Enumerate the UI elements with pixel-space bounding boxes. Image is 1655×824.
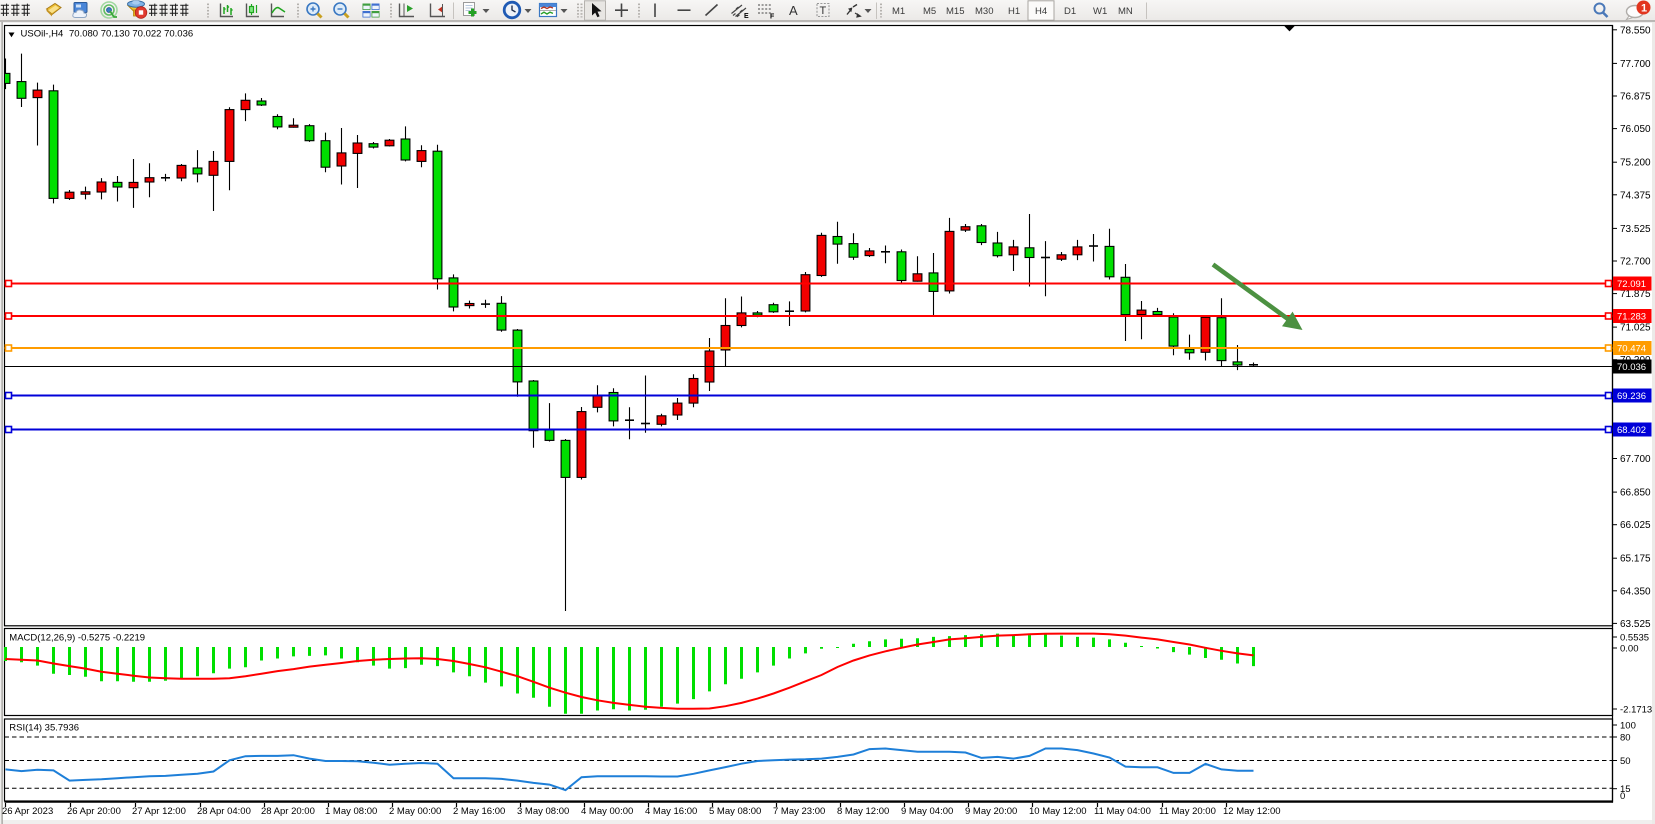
svg-text:78.550: 78.550 (1620, 25, 1651, 36)
svg-text:28 Apr 20:00: 28 Apr 20:00 (261, 806, 315, 817)
svg-text:100: 100 (1620, 721, 1636, 732)
svg-text:0: 0 (1620, 791, 1625, 802)
svg-text:D1: D1 (1064, 6, 1076, 17)
svg-text:65.175: 65.175 (1620, 554, 1651, 565)
svg-text:73.525: 73.525 (1620, 224, 1651, 235)
svg-text:71.025: 71.025 (1620, 323, 1651, 334)
svg-text:69.236: 69.236 (1617, 391, 1646, 402)
svg-text:11 May 04:00: 11 May 04:00 (1094, 806, 1151, 817)
svg-text:75.200: 75.200 (1620, 158, 1651, 169)
svg-text:27 Apr 12:00: 27 Apr 12:00 (132, 806, 186, 817)
svg-text:2 May 16:00: 2 May 16:00 (453, 806, 505, 817)
svg-text:M5: M5 (923, 6, 936, 17)
svg-text:66.850: 66.850 (1620, 488, 1651, 499)
svg-text:F: F (770, 14, 775, 21)
svg-text:0.5535: 0.5535 (1620, 633, 1649, 644)
svg-text:64.350: 64.350 (1620, 586, 1651, 597)
svg-text:80: 80 (1620, 733, 1631, 744)
svg-text:9 May 04:00: 9 May 04:00 (901, 806, 953, 817)
svg-text:70.474: 70.474 (1617, 344, 1646, 355)
svg-text:74.375: 74.375 (1620, 190, 1651, 201)
svg-text:15: 15 (1620, 784, 1631, 795)
svg-text:A: A (789, 3, 798, 18)
svg-text:7 May 23:00: 7 May 23:00 (773, 806, 825, 817)
svg-text:9 May 20:00: 9 May 20:00 (965, 806, 1017, 817)
svg-text:H1: H1 (1008, 6, 1020, 17)
svg-text:4 May 16:00: 4 May 16:00 (645, 806, 697, 817)
svg-text:4 May 00:00: 4 May 00:00 (581, 806, 633, 817)
svg-text:W1: W1 (1093, 6, 1107, 17)
svg-text:MN: MN (1118, 6, 1133, 17)
svg-text:1 May 08:00: 1 May 08:00 (325, 806, 377, 817)
svg-text:63.525: 63.525 (1620, 619, 1651, 630)
svg-text:72.700: 72.700 (1620, 257, 1651, 268)
svg-text:8 May 12:00: 8 May 12:00 (837, 806, 889, 817)
svg-text:66.025: 66.025 (1620, 520, 1651, 531)
svg-text:T: T (820, 5, 827, 17)
svg-text:M15: M15 (946, 6, 964, 17)
svg-text:68.402: 68.402 (1617, 425, 1646, 436)
svg-text:26 Apr 20:00: 26 Apr 20:00 (67, 806, 121, 817)
svg-text:3 May 08:00: 3 May 08:00 (517, 806, 569, 817)
svg-text:10 May 12:00: 10 May 12:00 (1029, 806, 1087, 817)
svg-text:71.283: 71.283 (1617, 312, 1646, 323)
svg-text:50: 50 (1620, 756, 1631, 767)
svg-text:MACD(12,26,9) -0.5275 -0.2219: MACD(12,26,9) -0.5275 -0.2219 (9, 633, 145, 644)
svg-text:77.700: 77.700 (1620, 59, 1651, 70)
svg-text:RSI(14) 35.7936: RSI(14) 35.7936 (9, 723, 79, 734)
svg-text:0.00: 0.00 (1620, 644, 1639, 655)
svg-text:11 May 20:00: 11 May 20:00 (1159, 806, 1216, 817)
svg-text:M1: M1 (892, 6, 905, 17)
svg-text:28 Apr 04:00: 28 Apr 04:00 (197, 806, 251, 817)
svg-text:12 May 12:00: 12 May 12:00 (1223, 806, 1281, 817)
svg-text:70.080 70.130 70.022 70.036: 70.080 70.130 70.022 70.036 (69, 29, 193, 40)
svg-text:67.700: 67.700 (1620, 454, 1651, 465)
svg-text:USOil-,H4: USOil-,H4 (21, 29, 64, 40)
svg-text:71.875: 71.875 (1620, 289, 1651, 300)
svg-text:2 May 00:00: 2 May 00:00 (389, 806, 441, 817)
svg-text:72.091: 72.091 (1617, 279, 1646, 290)
svg-text:E: E (744, 13, 749, 20)
svg-text:76.050: 76.050 (1620, 124, 1651, 135)
svg-text:H4: H4 (1035, 6, 1047, 17)
svg-text:-2.1713: -2.1713 (1620, 705, 1652, 716)
svg-text:5 May 08:00: 5 May 08:00 (709, 806, 761, 817)
svg-text:26 Apr 2023: 26 Apr 2023 (2, 806, 53, 817)
svg-text:1: 1 (1641, 3, 1647, 15)
svg-text:M30: M30 (975, 6, 993, 17)
svg-text:76.875: 76.875 (1620, 92, 1651, 103)
svg-text:70.036: 70.036 (1617, 362, 1646, 373)
